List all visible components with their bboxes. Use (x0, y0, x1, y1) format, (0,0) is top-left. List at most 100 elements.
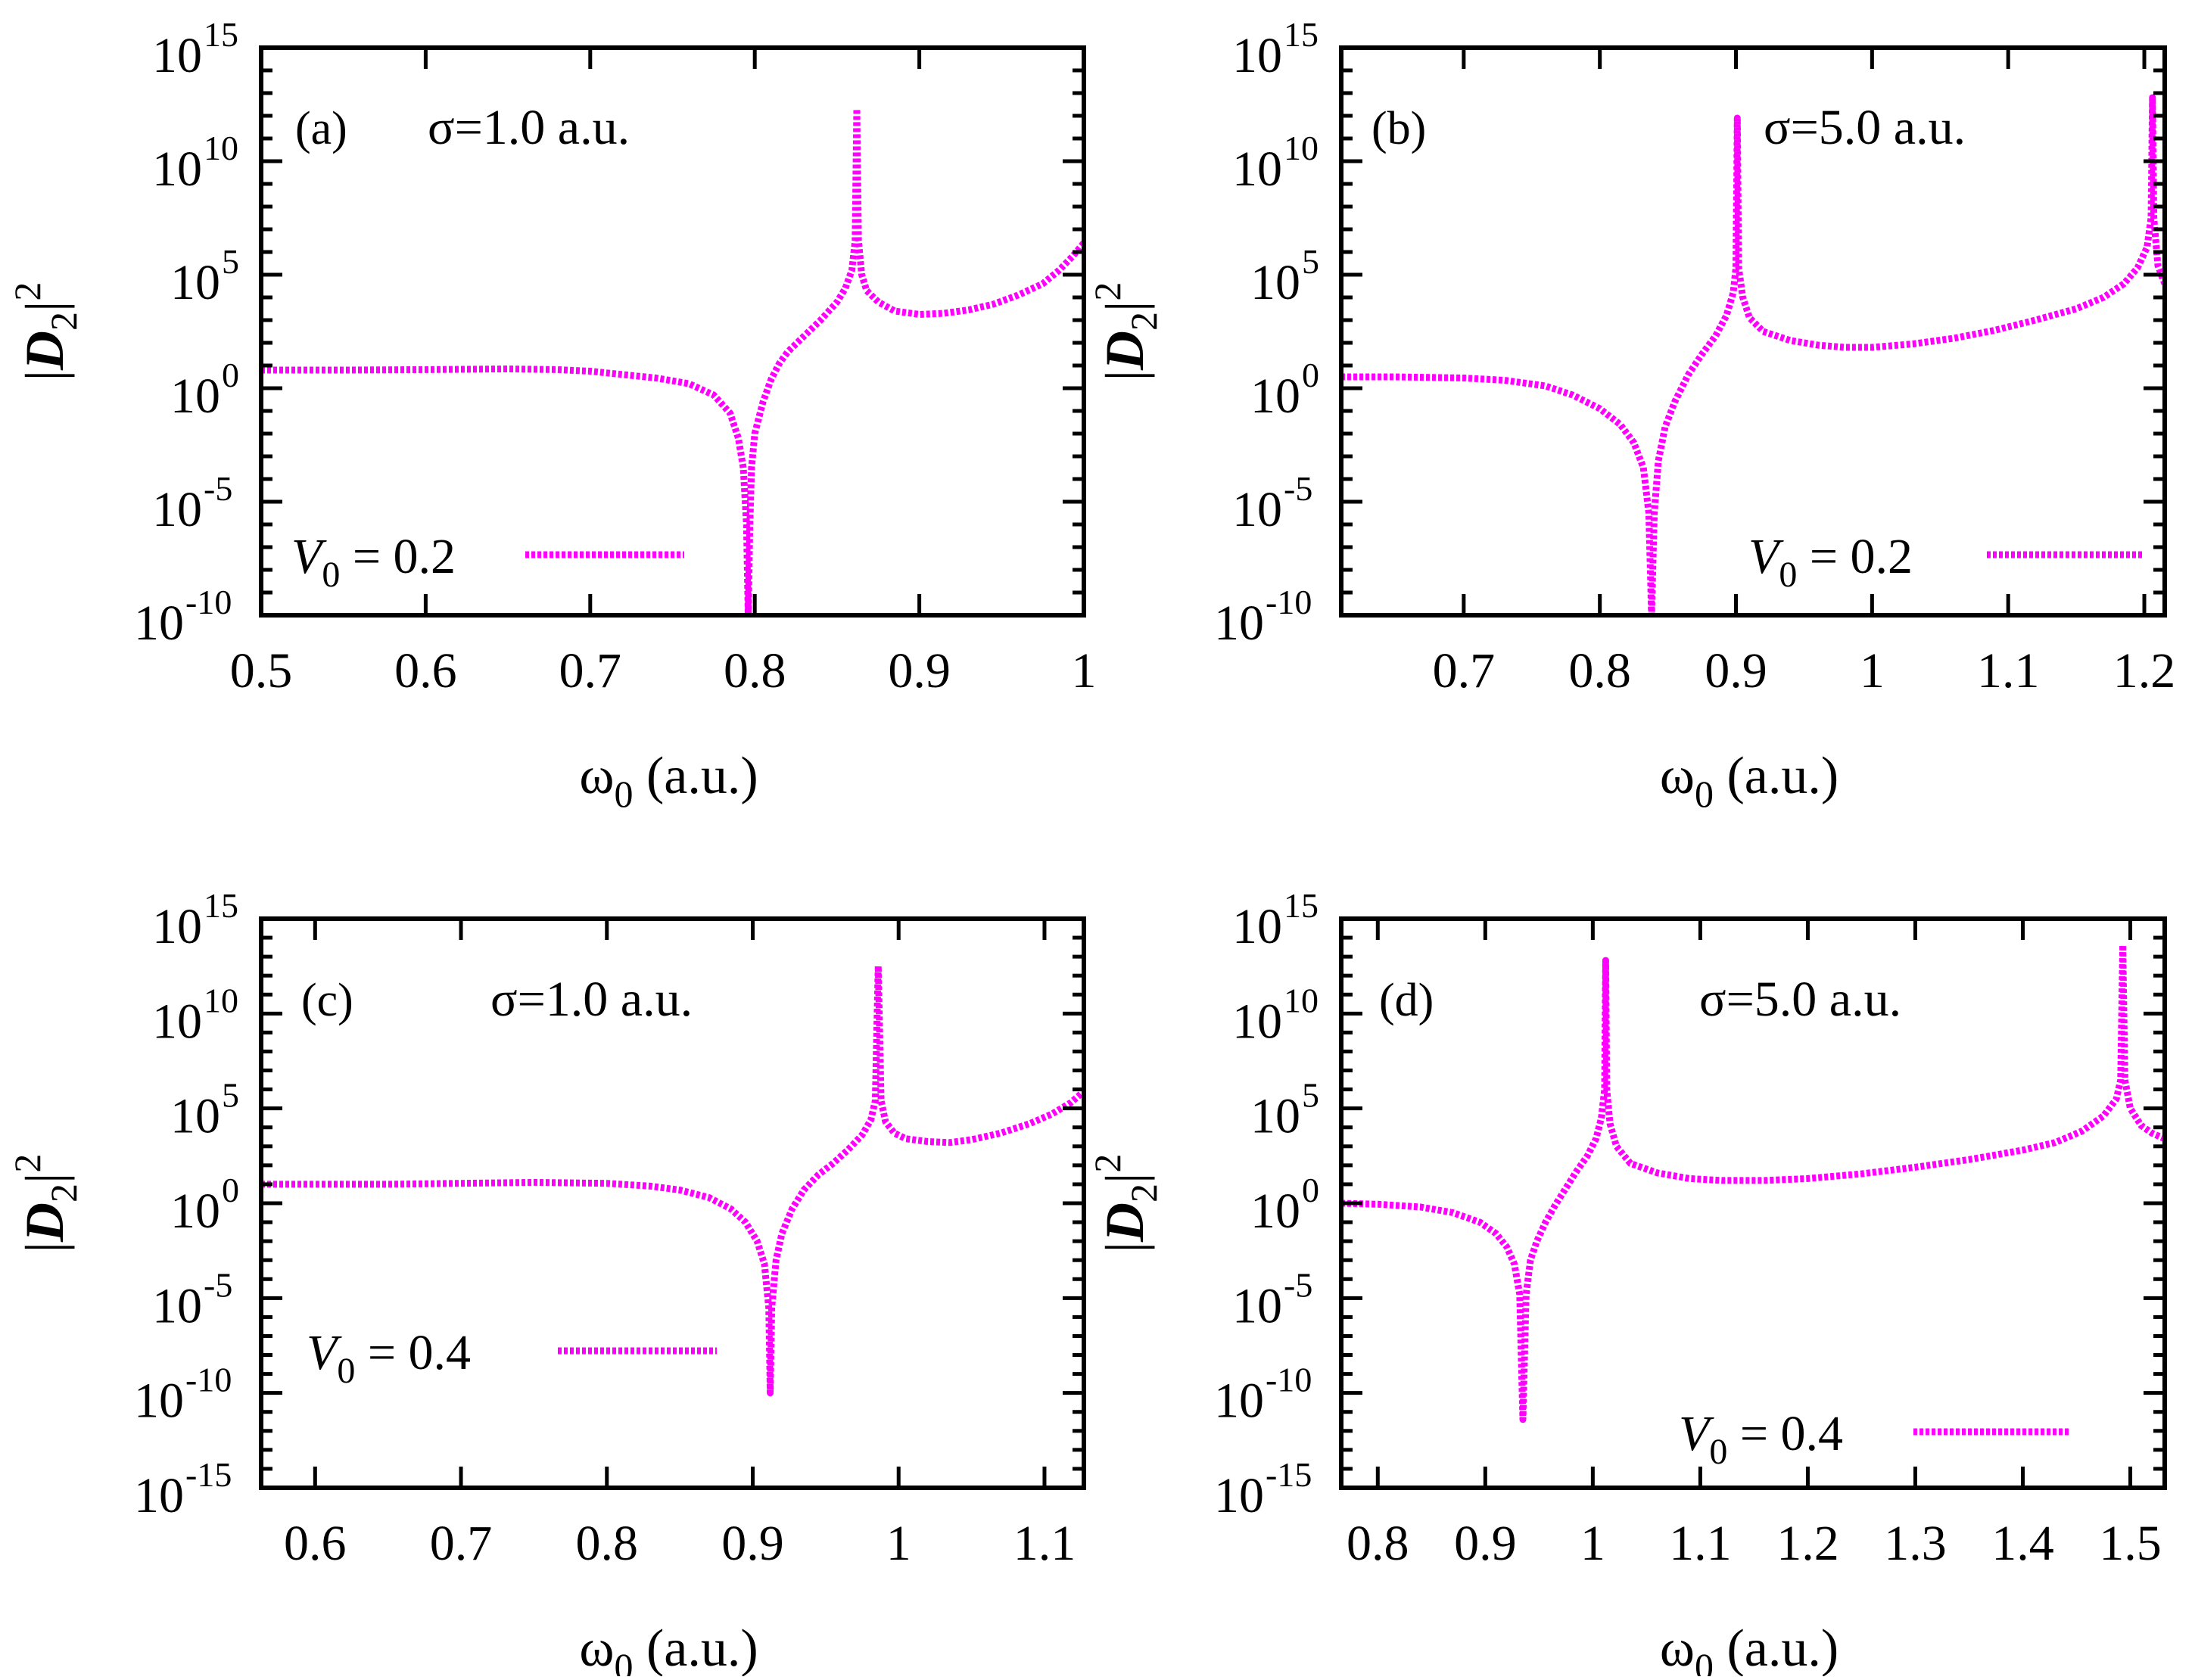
y-tick-exponent: 0 (222, 1171, 239, 1209)
y-tick-exponent: 10 (204, 981, 238, 1019)
y-tick-label: 10 (1232, 1278, 1282, 1333)
x-tick-label: 0.8 (1347, 1516, 1409, 1571)
x-axis-label: ω0 (a.u.) (1660, 747, 1839, 815)
x-tick-label: 1.1 (1013, 1516, 1076, 1571)
x-tick-label: 0.7 (430, 1516, 493, 1571)
y-tick-exponent: 15 (1284, 886, 1319, 925)
y-tick-exponent: -5 (204, 1265, 232, 1304)
y-tick-exponent: 5 (222, 1076, 239, 1115)
x-tick-label: 0.6 (284, 1516, 347, 1571)
y-tick-label: 10 (152, 1278, 202, 1333)
y-tick-exponent: 10 (1284, 981, 1319, 1019)
plot-frame (259, 916, 1086, 1490)
y-tick-label: 10 (1214, 1468, 1264, 1523)
y-tick-exponent: -5 (1284, 469, 1312, 508)
legend-label: V0 = 0.2 (1748, 529, 1913, 595)
x-axis-label: ω0 (a.u.) (579, 1619, 758, 1676)
y-tick-exponent: 0 (222, 356, 239, 394)
y-tick-exponent: -10 (1266, 1361, 1312, 1399)
y-tick-exponent: 15 (204, 15, 238, 54)
x-axis-label: ω0 (a.u.) (1660, 1619, 1839, 1676)
x-tick-label: 0.7 (1433, 643, 1496, 698)
y-axis-label: |D2|2 (1086, 1154, 1165, 1253)
y-tick-label: 10 (152, 28, 202, 83)
x-tick-label: 1 (886, 1516, 911, 1571)
x-axis-label: ω0 (a.u.) (579, 747, 758, 815)
y-tick-exponent: 5 (222, 242, 239, 281)
y-tick-label: 10 (134, 1374, 184, 1429)
y-tick-label: 10 (134, 1468, 184, 1523)
y-tick-label: 10 (152, 142, 202, 197)
x-tick-label: 0.6 (394, 643, 457, 698)
y-tick-exponent: 15 (204, 886, 238, 925)
y-tick-exponent: 0 (1302, 1171, 1319, 1209)
y-tick-label: 10 (152, 899, 202, 954)
y-tick-exponent: -10 (185, 583, 232, 621)
data-curve (1341, 941, 2165, 1423)
x-tick-label: 1.3 (1884, 1516, 1947, 1571)
x-tick-label: 1.5 (2099, 1516, 2162, 1571)
panel-label: (b) (1371, 103, 1426, 154)
y-tick-exponent: -15 (1266, 1455, 1312, 1494)
legend-label: V0 = 0.4 (307, 1325, 471, 1391)
legend-label: V0 = 0.4 (1679, 1406, 1843, 1472)
y-axis-label: |D2|2 (6, 1154, 85, 1253)
y-tick-exponent: 10 (204, 129, 238, 167)
sigma-annotation: σ=5.0 a.u. (1699, 972, 1901, 1027)
x-tick-label: 0.8 (724, 643, 786, 698)
panel-label: (a) (295, 103, 347, 154)
y-tick-exponent: -10 (1266, 583, 1312, 621)
y-tick-exponent: -5 (204, 469, 232, 508)
data-curve (1341, 94, 2165, 615)
plot-frame (1339, 45, 2167, 618)
y-tick-label: 10 (152, 482, 202, 537)
y-tick-label: 10 (152, 994, 202, 1049)
y-tick-label: 10 (1250, 1184, 1300, 1239)
y-tick-label: 10 (1214, 596, 1264, 651)
x-tick-label: 1.2 (2113, 643, 2176, 698)
y-tick-exponent: -10 (185, 1361, 232, 1399)
y-tick-label: 10 (1232, 899, 1282, 954)
panel-label: (c) (301, 975, 353, 1026)
panel-label: (d) (1379, 975, 1434, 1026)
x-tick-label: 1.2 (1776, 1516, 1839, 1571)
y-tick-label: 10 (1250, 369, 1300, 424)
y-tick-label: 10 (134, 596, 184, 651)
x-tick-label: 1.1 (1669, 1516, 1732, 1571)
y-axis-label: |D2|2 (6, 282, 85, 381)
x-tick-label: 1.1 (1977, 643, 2040, 698)
sigma-annotation: σ=1.0 a.u. (428, 100, 630, 155)
x-tick-label: 0.9 (1454, 1516, 1517, 1571)
y-axis-label: |D2|2 (1086, 282, 1165, 381)
y-tick-label: 10 (170, 1089, 220, 1144)
y-tick-label: 10 (1250, 255, 1300, 310)
sigma-annotation: σ=1.0 a.u. (490, 972, 693, 1027)
data-curve (261, 105, 1084, 615)
y-tick-label: 10 (1250, 1089, 1300, 1144)
plot-frame (259, 45, 1086, 618)
y-tick-label: 10 (170, 255, 220, 310)
y-tick-exponent: 0 (1302, 356, 1319, 394)
data-curve (261, 963, 1084, 1397)
x-tick-label: 1 (1580, 1516, 1605, 1571)
y-tick-label: 10 (1232, 482, 1282, 537)
x-tick-label: 0.7 (559, 643, 622, 698)
x-tick-label: 0.8 (1568, 643, 1631, 698)
y-tick-label: 10 (1214, 1374, 1264, 1429)
y-tick-label: 10 (1232, 994, 1282, 1049)
y-tick-exponent: 15 (1284, 15, 1319, 54)
x-tick-label: 1 (1860, 643, 1885, 698)
legend-label: V0 = 0.2 (291, 529, 456, 595)
x-tick-label: 1.4 (1991, 1516, 2054, 1571)
y-tick-label: 10 (170, 369, 220, 424)
y-tick-label: 10 (1232, 28, 1282, 83)
x-tick-label: 0.9 (1705, 643, 1767, 698)
y-tick-exponent: -15 (185, 1455, 232, 1494)
y-tick-label: 10 (1232, 142, 1282, 197)
x-tick-label: 0.9 (721, 1516, 784, 1571)
sigma-annotation: σ=5.0 a.u. (1764, 100, 1966, 155)
